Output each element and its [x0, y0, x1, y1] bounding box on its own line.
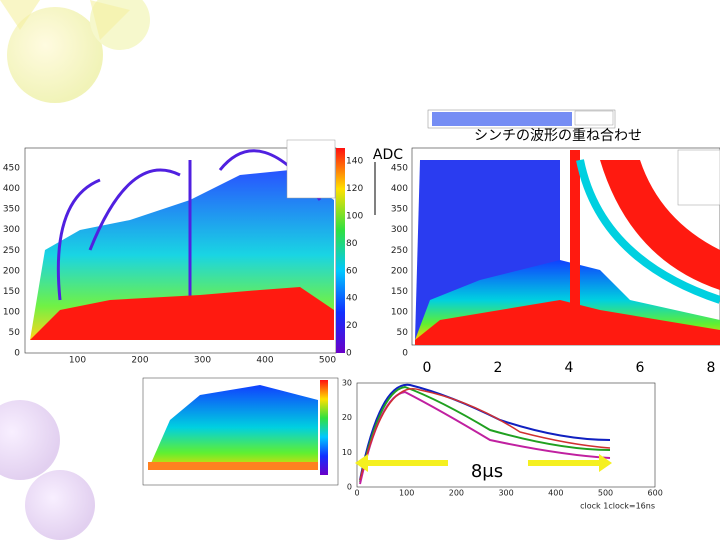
tick-label: 120: [346, 184, 363, 194]
tick-label: 50: [9, 328, 21, 338]
tick-label: 100: [399, 489, 414, 498]
tick-label: 6: [636, 360, 645, 376]
tick-label: 250: [3, 246, 20, 256]
tick-label: 200: [131, 356, 148, 366]
tick-label: 450: [3, 164, 20, 174]
tick-label: 200: [3, 266, 20, 276]
tick-label: 400: [548, 489, 563, 498]
duration-label: 8μs: [471, 461, 503, 482]
tick-label: 0: [347, 483, 352, 492]
small-heatmap: [142, 377, 339, 486]
tick-label: 0: [423, 360, 432, 376]
x-axis-label: clock 1clock=16ns: [580, 502, 655, 511]
tick-label: 80: [346, 239, 358, 249]
tick-label: 60: [346, 266, 358, 276]
tick-label: 500: [319, 356, 336, 366]
tick-label: 250: [391, 246, 408, 256]
tick-label: 10: [342, 448, 352, 457]
tick-label: 400: [3, 184, 20, 194]
tick-label: 100: [3, 307, 20, 317]
left-heatmap: [24, 139, 345, 354]
tick-label: 0: [14, 349, 20, 359]
tick-label: 300: [498, 489, 513, 498]
tick-label: 500: [598, 489, 613, 498]
strip-image: [427, 109, 616, 129]
tick-label: 50: [397, 328, 409, 338]
tick-label: 0: [354, 489, 359, 498]
tick-label: 350: [391, 205, 408, 215]
tick-label: 100: [69, 356, 86, 366]
tick-label: 0: [346, 349, 352, 359]
tick-label: 0: [402, 349, 408, 359]
tick-label: 100: [391, 307, 408, 317]
tick-label: 300: [391, 225, 408, 235]
tick-label: 450: [391, 164, 408, 174]
tick-label: 2: [494, 360, 503, 376]
tick-label: 600: [648, 489, 663, 498]
tick-label: 40: [346, 294, 358, 304]
tick-label: 100: [346, 212, 363, 222]
duration-arrow: [355, 454, 612, 485]
tick-label: 300: [3, 225, 20, 235]
tick-label: 150: [391, 287, 408, 297]
tick-label: 200: [391, 266, 408, 276]
tick-label: 20: [346, 321, 358, 331]
adc-label: ADC: [373, 147, 403, 163]
tick-label: 8: [707, 360, 716, 376]
tick-label: 4: [565, 360, 574, 376]
tick-label: 150: [3, 287, 20, 297]
tick-label: 20: [342, 413, 352, 422]
slide-title: シンチの波形の重ね合わせ: [474, 128, 642, 144]
tick-label: 300: [194, 356, 211, 366]
decoration: [0, 0, 150, 540]
tick-label: 400: [256, 356, 273, 366]
tick-label: 350: [3, 205, 20, 215]
right-heatmap: [411, 147, 720, 346]
tick-label: 400: [391, 184, 408, 194]
tick-label: 30: [342, 378, 352, 387]
tick-label: 200: [449, 489, 464, 498]
tick-label: 140: [346, 157, 363, 167]
